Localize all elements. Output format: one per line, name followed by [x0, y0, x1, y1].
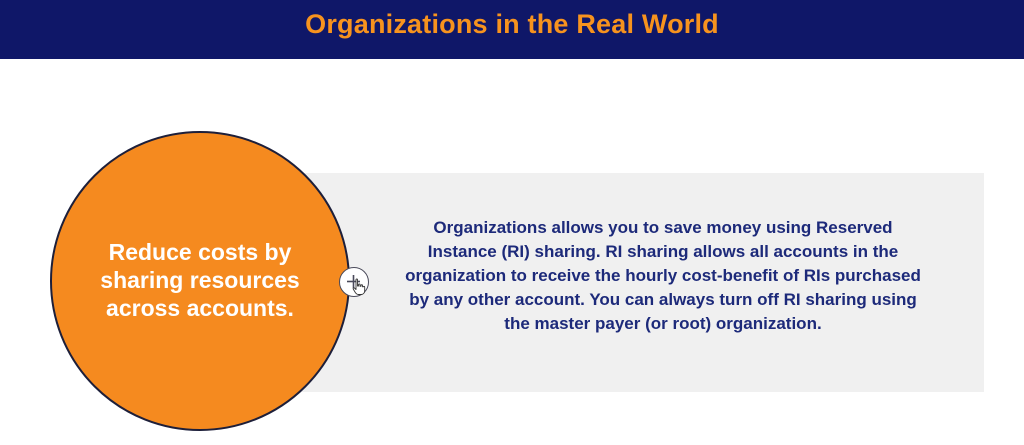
hand-pointer-icon: [352, 278, 366, 295]
page-title: Organizations in the Real World: [305, 9, 719, 39]
header-bar: Organizations in the Real World: [0, 0, 1024, 59]
info-panel: [300, 173, 984, 392]
info-text: Organizations allows you to save money u…: [405, 218, 921, 333]
summary-circle: Reduce costs by sharing resources across…: [50, 131, 350, 431]
summary-text: Reduce costs by sharing resources across…: [100, 239, 300, 321]
